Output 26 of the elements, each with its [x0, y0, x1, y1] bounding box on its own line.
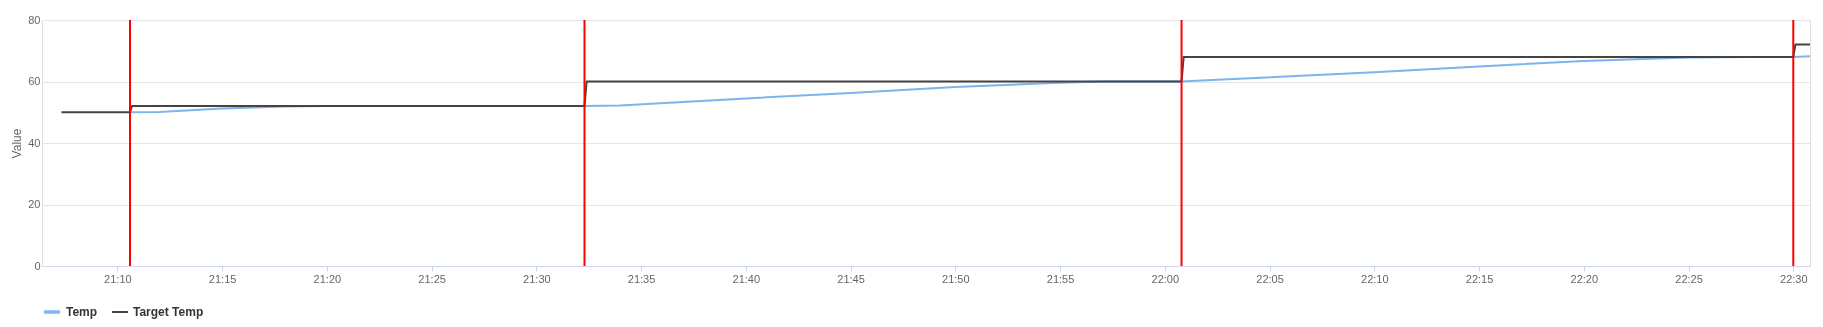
x-tick-label: 22:15	[1465, 272, 1494, 285]
x-tick-label: 22:00	[1151, 272, 1180, 285]
x-tick-label: 21:35	[627, 272, 656, 285]
x-tick-label: 21:40	[732, 272, 761, 285]
x-tick-label: 21:50	[942, 272, 970, 285]
x-tick-label: 21:20	[313, 272, 342, 285]
y-tick-label: 20	[28, 198, 41, 210]
legend-label: Target Temp	[133, 305, 204, 319]
x-tick-label: 22:05	[1256, 272, 1284, 285]
x-tick-label: 21:25	[418, 272, 446, 285]
y-tick-label: 40	[28, 136, 41, 149]
y-tick-label: 60	[28, 75, 41, 87]
y-tick-label: 80	[28, 13, 41, 26]
x-tick-label: 21:30	[523, 272, 551, 285]
x-tick-label: 21:15	[208, 272, 237, 285]
x-tick-label: 22:30	[1780, 272, 1808, 285]
x-tick-label: 21:55	[1046, 272, 1075, 285]
x-tick-label: 21:45	[837, 272, 865, 285]
x-tick-label: 22:20	[1570, 272, 1599, 285]
x-tick-label: 21:10	[104, 272, 132, 285]
x-tick-label: 22:25	[1675, 272, 1703, 285]
legend-label: Temp	[66, 305, 98, 319]
y-tick-label: 0	[34, 259, 41, 272]
x-tick-label: 22:10	[1361, 272, 1389, 285]
line-series	[60, 43, 1811, 114]
y-axis-title: Value	[10, 128, 25, 159]
